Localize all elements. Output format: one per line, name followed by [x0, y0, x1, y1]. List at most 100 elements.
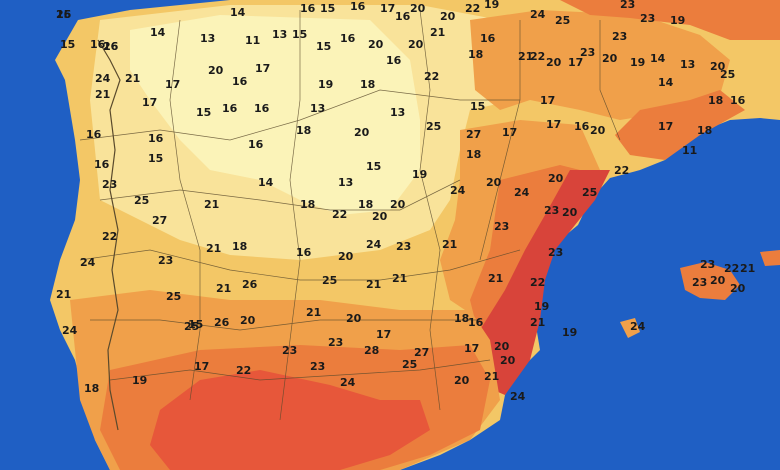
temperature-label: 15: [60, 38, 75, 51]
temperature-label: 16: [232, 75, 248, 88]
temperature-label: 19: [412, 168, 427, 181]
temperature-label: 17: [194, 360, 209, 373]
temperature-label: 17: [142, 96, 157, 109]
temperature-label: 17: [464, 342, 479, 355]
temperature-label: 18: [360, 78, 375, 91]
temperature-label: 17: [568, 56, 583, 69]
temperature-label: 22: [465, 2, 480, 15]
temperature-label: 22: [614, 164, 629, 177]
temperature-label: 24: [340, 376, 356, 389]
temperature-label: 16: [94, 158, 110, 171]
temperature-label: 14: [230, 6, 246, 19]
temperature-label: 14: [258, 176, 274, 189]
temperature-label: 20: [346, 312, 362, 325]
island-ibiza: [620, 318, 640, 338]
temperature-label: 14: [658, 76, 674, 89]
temperature-label: 17: [165, 78, 180, 91]
temperature-label: 18: [708, 94, 723, 107]
temperature-label: 18: [468, 48, 483, 61]
temperature-label: 16: [103, 40, 119, 53]
temperature-label: 24: [62, 324, 78, 337]
temperature-label: 25: [426, 120, 441, 133]
temperature-label: 20: [338, 250, 354, 263]
temperature-label: 27: [466, 128, 481, 141]
island-menorca: [760, 250, 780, 266]
temperature-label: 18: [300, 198, 315, 211]
temperature-label: 22: [332, 208, 347, 221]
temperature-label: 16: [574, 120, 590, 133]
temperature-label: 23: [282, 344, 297, 357]
temperature-label: 22: [236, 364, 251, 377]
temperature-label: 20: [354, 126, 370, 139]
temperature-label: 15: [366, 160, 381, 173]
temperature-label: 16: [480, 32, 496, 45]
temperature-label: 15: [320, 2, 335, 15]
temperature-label: 17: [502, 126, 517, 139]
temperature-label: 19: [670, 14, 685, 27]
temperature-label: 16: [90, 38, 106, 51]
temperature-label: 21: [95, 88, 110, 101]
temperature-label: 25: [582, 186, 597, 199]
temperature-label: 21: [206, 242, 221, 255]
zone-very-hot-east: [470, 170, 610, 395]
temperature-label: 21: [125, 72, 140, 85]
temperature-label: 25: [134, 194, 149, 207]
temperature-label: 13: [310, 102, 325, 115]
temperature-label: 24: [514, 186, 530, 199]
temperature-label: 23: [580, 46, 595, 59]
temperature-label: 23: [544, 204, 559, 217]
temperature-label: 22: [102, 230, 117, 243]
temperature-label: 13: [338, 176, 353, 189]
temperature-label: 24: [630, 320, 646, 333]
temperature-label: 26: [242, 278, 258, 291]
temperature-label: 18: [454, 312, 469, 325]
temperature-label: 23: [310, 360, 325, 373]
temperature-label: 18: [296, 124, 311, 137]
temperature-label: 23: [700, 258, 715, 271]
temperature-label: 20: [548, 172, 564, 185]
temperature-label: 11: [682, 144, 697, 157]
temperature-label: 23: [692, 276, 707, 289]
temperature-label: 21: [518, 50, 533, 63]
temperature-label: 21: [484, 370, 499, 383]
temperature-label: 17: [255, 62, 270, 75]
temperature-label: 16: [222, 102, 238, 115]
zone-hot-coast-ne: [615, 90, 745, 160]
temperature-label: 27: [414, 346, 429, 359]
temperature-label: 20: [368, 38, 384, 51]
temperature-label: 20: [408, 38, 424, 51]
temperature-label: 25: [402, 358, 417, 371]
temperature-label: 24: [530, 8, 546, 21]
temperature-label: 23: [102, 178, 117, 191]
temperature-label: 17: [658, 120, 673, 133]
temperature-label: 20: [500, 354, 516, 367]
zone-very-hot-south: [150, 370, 430, 470]
temperature-label: 19: [534, 300, 549, 313]
temperature-label: 20: [494, 340, 510, 353]
temperature-label: 11: [245, 34, 260, 47]
temperature-label: 16: [468, 316, 484, 329]
temperature-label: 23: [548, 246, 563, 259]
zone-warm-top-right: [560, 0, 780, 40]
temperature-label: 20: [710, 60, 726, 73]
temperature-label: 20: [590, 124, 606, 137]
temperature-label: 19: [630, 56, 645, 69]
temperature-label: 19: [484, 0, 499, 11]
temperature-label: 16: [730, 94, 746, 107]
temperature-label: 16: [350, 0, 366, 13]
temperature-label: 20: [208, 64, 224, 77]
temperature-label: 17: [540, 94, 555, 107]
temperature-label: 22: [424, 70, 439, 83]
temperature-label: 24: [366, 238, 382, 251]
temperature-label: 20: [602, 52, 618, 65]
temperature-label: 20: [486, 176, 502, 189]
temperature-label: 18: [466, 148, 481, 161]
temperature-label: 15: [292, 28, 307, 41]
temperature-label: 24: [95, 72, 111, 85]
temperature-label: 28: [364, 344, 379, 357]
temperature-label: 24: [450, 184, 466, 197]
temperature-label: 15: [196, 106, 211, 119]
temperature-label: 19: [318, 78, 333, 91]
temperature-label: 23: [640, 12, 655, 25]
